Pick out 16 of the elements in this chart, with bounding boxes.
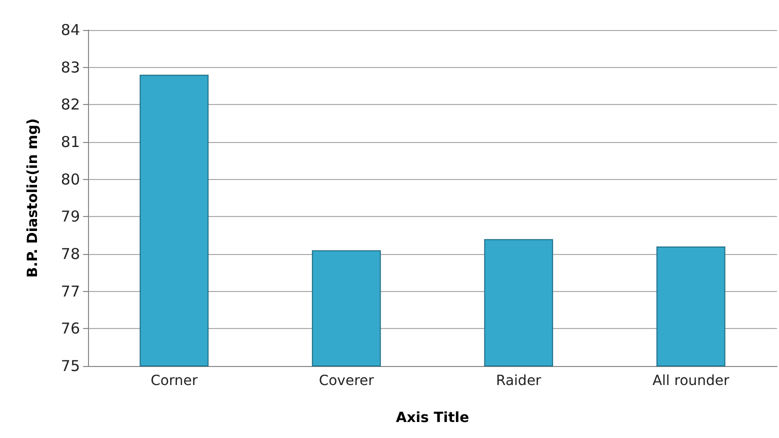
y-tick-label: 81 (60, 133, 80, 151)
x-tick-label: Coverer (318, 373, 374, 389)
y-tick-label: 78 (60, 245, 80, 263)
y-tick-label: 75 (60, 357, 80, 375)
y-tick-label: 80 (60, 170, 80, 188)
x-tick-label: Corner (150, 373, 198, 389)
y-tick-label: 83 (60, 58, 80, 76)
y-tick-label: 84 (60, 21, 80, 39)
x-tick-label: Raider (496, 373, 542, 389)
x-axis-title: Axis Title (396, 410, 470, 426)
y-axis-title: B.P. Diastolic(in mg) (25, 118, 41, 278)
x-tick-label: All rounder (652, 373, 730, 389)
y-tick-label: 82 (60, 96, 80, 114)
y-tick-label: 76 (60, 320, 80, 338)
y-tick-label: 79 (60, 208, 80, 226)
y-tick-label: 77 (60, 282, 80, 300)
